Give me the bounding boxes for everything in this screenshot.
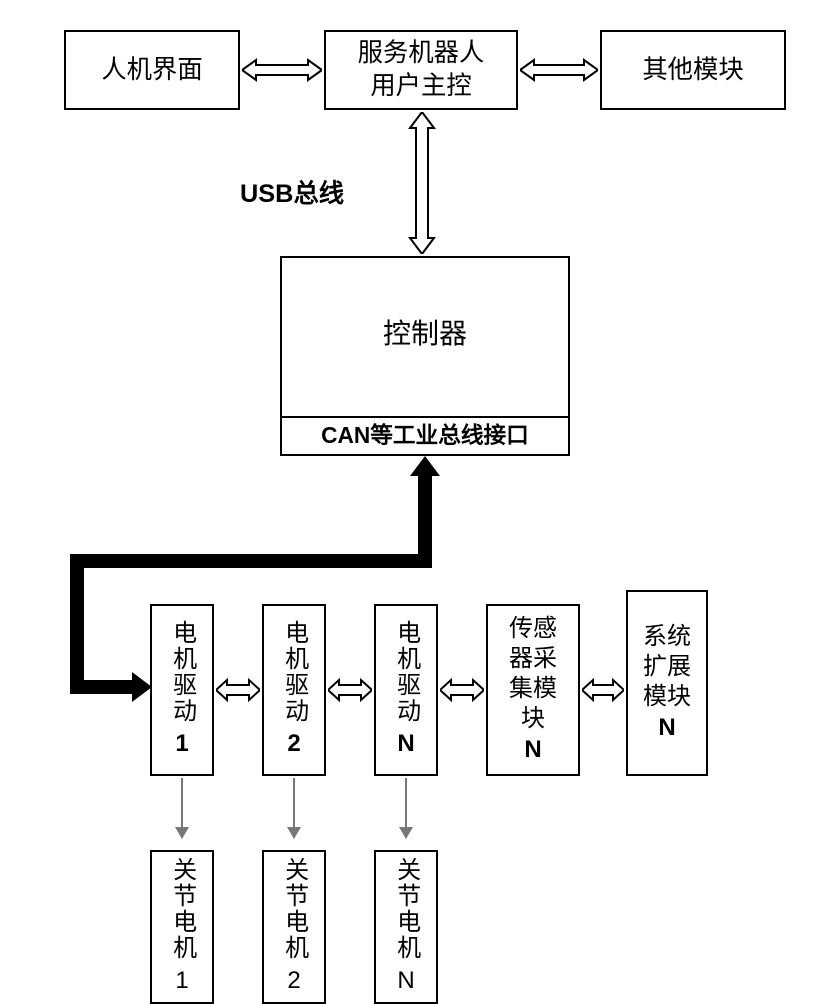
other-box: 其他模块 [600, 30, 786, 110]
drv1-box: 电机驱动 1 [150, 604, 214, 776]
usb-label: USB总线 [240, 174, 344, 210]
ext-label: 系统扩展模块 [641, 622, 694, 712]
arrow-drv1-drv2 [216, 678, 260, 702]
arrow-sensor-ext [582, 678, 624, 702]
can-sub-box: CAN等工业总线接口 [280, 416, 570, 456]
arrow-hmi-master [242, 58, 322, 82]
hmi-label: 人机界面 [101, 54, 202, 87]
sensor-suffix: N [524, 734, 541, 765]
arrow-drv1-joint1 [181, 778, 183, 838]
thick-bus-h-mid [70, 554, 432, 568]
drvN-box: 电机驱动 N [374, 604, 438, 776]
joint1-suffix: 1 [175, 965, 188, 996]
thick-bus-v-left [70, 554, 84, 694]
jointN-label: 关节电机 [390, 857, 421, 961]
joint2-box: 关节电机 2 [262, 850, 326, 1004]
ext-box: 系统扩展模块 N [626, 590, 708, 776]
sensor-label: 传感器采集模块 [507, 614, 560, 734]
sensor-box: 传感器采集模块 N [486, 604, 580, 776]
arrow-usb [408, 112, 436, 254]
can-sub-label: CAN等工业总线接口 [321, 421, 529, 450]
joint1-label: 关节电机 [166, 857, 197, 961]
drv1-label: 电机驱动 [166, 620, 197, 724]
arrow-drv2-joint2 [293, 778, 295, 838]
arrow-drv2-drvN [328, 678, 372, 702]
hmi-box: 人机界面 [64, 30, 240, 110]
drvN-label: 电机驱动 [390, 620, 421, 724]
drv2-box: 电机驱动 2 [262, 604, 326, 776]
controller-label: 控制器 [383, 316, 467, 352]
ext-suffix: N [658, 712, 675, 743]
jointN-box: 关节电机 N [374, 850, 438, 1004]
arrow-master-other [520, 58, 598, 82]
arrow-drvN-sensor [440, 678, 484, 702]
drv1-suffix: 1 [175, 728, 188, 759]
joint2-label: 关节电机 [278, 857, 309, 961]
arrow-drvN-jointN [405, 778, 407, 838]
master-label: 服务机器人 用户主控 [358, 37, 485, 103]
drv2-label: 电机驱动 [278, 620, 309, 724]
drvN-suffix: N [397, 728, 414, 759]
other-label: 其他模块 [642, 54, 743, 87]
thick-bus-head-up [410, 456, 440, 476]
jointN-suffix: N [397, 965, 414, 996]
master-box: 服务机器人 用户主控 [324, 30, 518, 110]
joint1-box: 关节电机 1 [150, 850, 214, 1004]
system-architecture-diagram: 人机界面 服务机器人 用户主控 其他模块 USB总线 控制器 CAN等工业总线接… [20, 20, 806, 980]
drv2-suffix: 2 [287, 728, 300, 759]
joint2-suffix: 2 [287, 965, 300, 996]
